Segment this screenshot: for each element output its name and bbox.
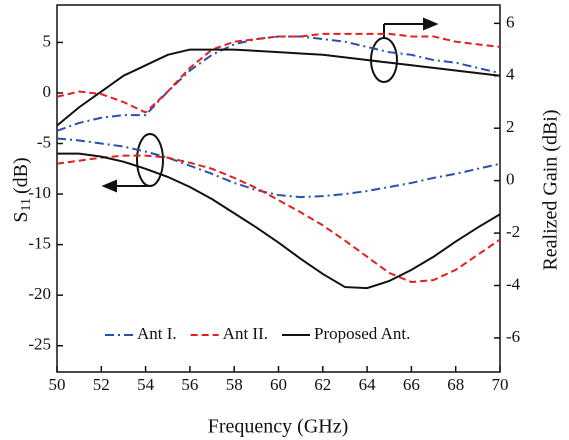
y2-tick-label: 6 <box>506 12 515 31</box>
x-tick-label: 70 <box>492 375 509 394</box>
y-tick-label: -20 <box>28 284 51 303</box>
x-tick-label: 58 <box>226 375 243 394</box>
y2-tick-label: 4 <box>506 65 515 84</box>
series-line <box>56 48 501 127</box>
legend-label: Ant II. <box>223 324 268 343</box>
y-label-main: S <box>10 212 32 223</box>
y2-axis-label: Realized Gain (dBi) <box>540 109 562 270</box>
s11-arrowhead <box>101 179 117 193</box>
series-line <box>56 154 501 284</box>
gain-arrowhead <box>423 17 439 31</box>
y-tick-label: 5 <box>43 31 52 50</box>
y2-tick-label: -4 <box>506 274 521 293</box>
series-line <box>56 35 501 132</box>
x-tick-label: 50 <box>49 375 66 394</box>
y2-tick-label: -6 <box>506 327 520 346</box>
x-tick-label: 68 <box>447 375 464 394</box>
legend-label: Proposed Ant. <box>314 324 410 343</box>
y-tick-label: 0 <box>43 82 52 101</box>
y-axis-label: S11 (dB) <box>10 157 35 222</box>
series-line <box>56 32 501 114</box>
series-line <box>57 152 501 290</box>
x-tick-label: 54 <box>137 375 155 394</box>
y-tick-label: -15 <box>28 234 51 253</box>
legend-label: Ant I. <box>137 324 177 343</box>
x-tick-label: 60 <box>270 375 287 394</box>
x-tick-label: 52 <box>93 375 110 394</box>
y-label-unit: (dB) <box>10 157 32 194</box>
y2-tick-label: 0 <box>506 170 515 189</box>
y-label-sub: 11 <box>19 198 34 211</box>
x-tick-label: 64 <box>359 375 377 394</box>
y-tick-label: -5 <box>37 132 51 151</box>
y2-tick-label: 2 <box>506 117 515 136</box>
y-tick-label: -25 <box>28 335 51 354</box>
s11-ellipse <box>136 133 164 187</box>
x-tick-label: 56 <box>181 375 198 394</box>
series-line <box>56 137 501 199</box>
y2-tick-label: -2 <box>506 222 520 241</box>
x-axis-label: Frequency (GHz) <box>208 416 349 438</box>
x-tick-label: 62 <box>314 375 331 394</box>
x-tick-label: 66 <box>403 375 420 394</box>
y-tick-label: -10 <box>28 183 51 202</box>
